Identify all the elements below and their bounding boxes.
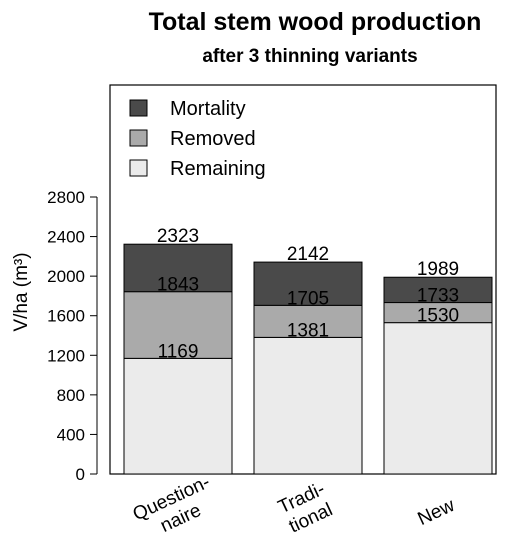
x-tick-label: New: [415, 495, 459, 530]
legend-label-remaining: Remaining: [170, 158, 266, 180]
y-tick-label: 2400: [47, 228, 85, 247]
legend-label-mortality: Mortality: [170, 98, 246, 120]
bar-segment-mortality: [383, 276, 493, 304]
bar-segment-remaining: [383, 322, 493, 475]
y-tick-label: 0: [76, 465, 85, 484]
x-category-label: Question-naire: [130, 472, 214, 537]
chart-subtitle: after 3 thinning variants: [202, 46, 418, 67]
y-axis: 0 400 800 1200 1600 2000 2400 2800: [47, 188, 98, 484]
legend-label-removed: Removed: [170, 128, 256, 150]
bar-segment-mortality: [123, 243, 233, 293]
data-label: 1705: [287, 288, 329, 309]
data-label: 1989: [417, 259, 459, 280]
legend-swatch-mortality: [129, 99, 148, 117]
bar-segment-removed: [123, 291, 233, 359]
data-label: 2323: [157, 226, 199, 247]
y-tick-label: 400: [57, 425, 85, 444]
y-tick-label: 2800: [47, 188, 85, 207]
x-category-label: Tradi-tional: [275, 479, 336, 538]
y-tick-label: 2000: [47, 267, 85, 286]
y-axis-title: V/ha (m³): [11, 252, 32, 331]
bar-segment-remaining: [253, 336, 363, 475]
chart-title: Total stem wood production: [148, 8, 482, 36]
data-label: 1169: [158, 341, 199, 362]
bar-segment-removed: [253, 304, 363, 338]
y-tick-label: 1600: [47, 307, 85, 326]
y-tick-label: 1200: [47, 346, 85, 365]
y-tick-label: 800: [57, 386, 85, 405]
data-label: 1843: [157, 275, 199, 296]
data-label: 1733: [417, 286, 459, 307]
data-label: 1530: [417, 306, 459, 327]
bar-segment-mortality: [253, 261, 363, 306]
legend: Mortality Removed Remaining: [129, 98, 266, 180]
data-label: 1381: [287, 320, 329, 341]
data-label: 2142: [287, 244, 329, 265]
legend-swatch-removed: [129, 129, 148, 147]
legend-swatch-remaining: [129, 159, 148, 177]
x-axis-labels: Question-naire Tradi-tional New: [130, 472, 459, 538]
bar-segment-remaining: [123, 357, 233, 475]
x-category-label: New: [415, 495, 459, 530]
